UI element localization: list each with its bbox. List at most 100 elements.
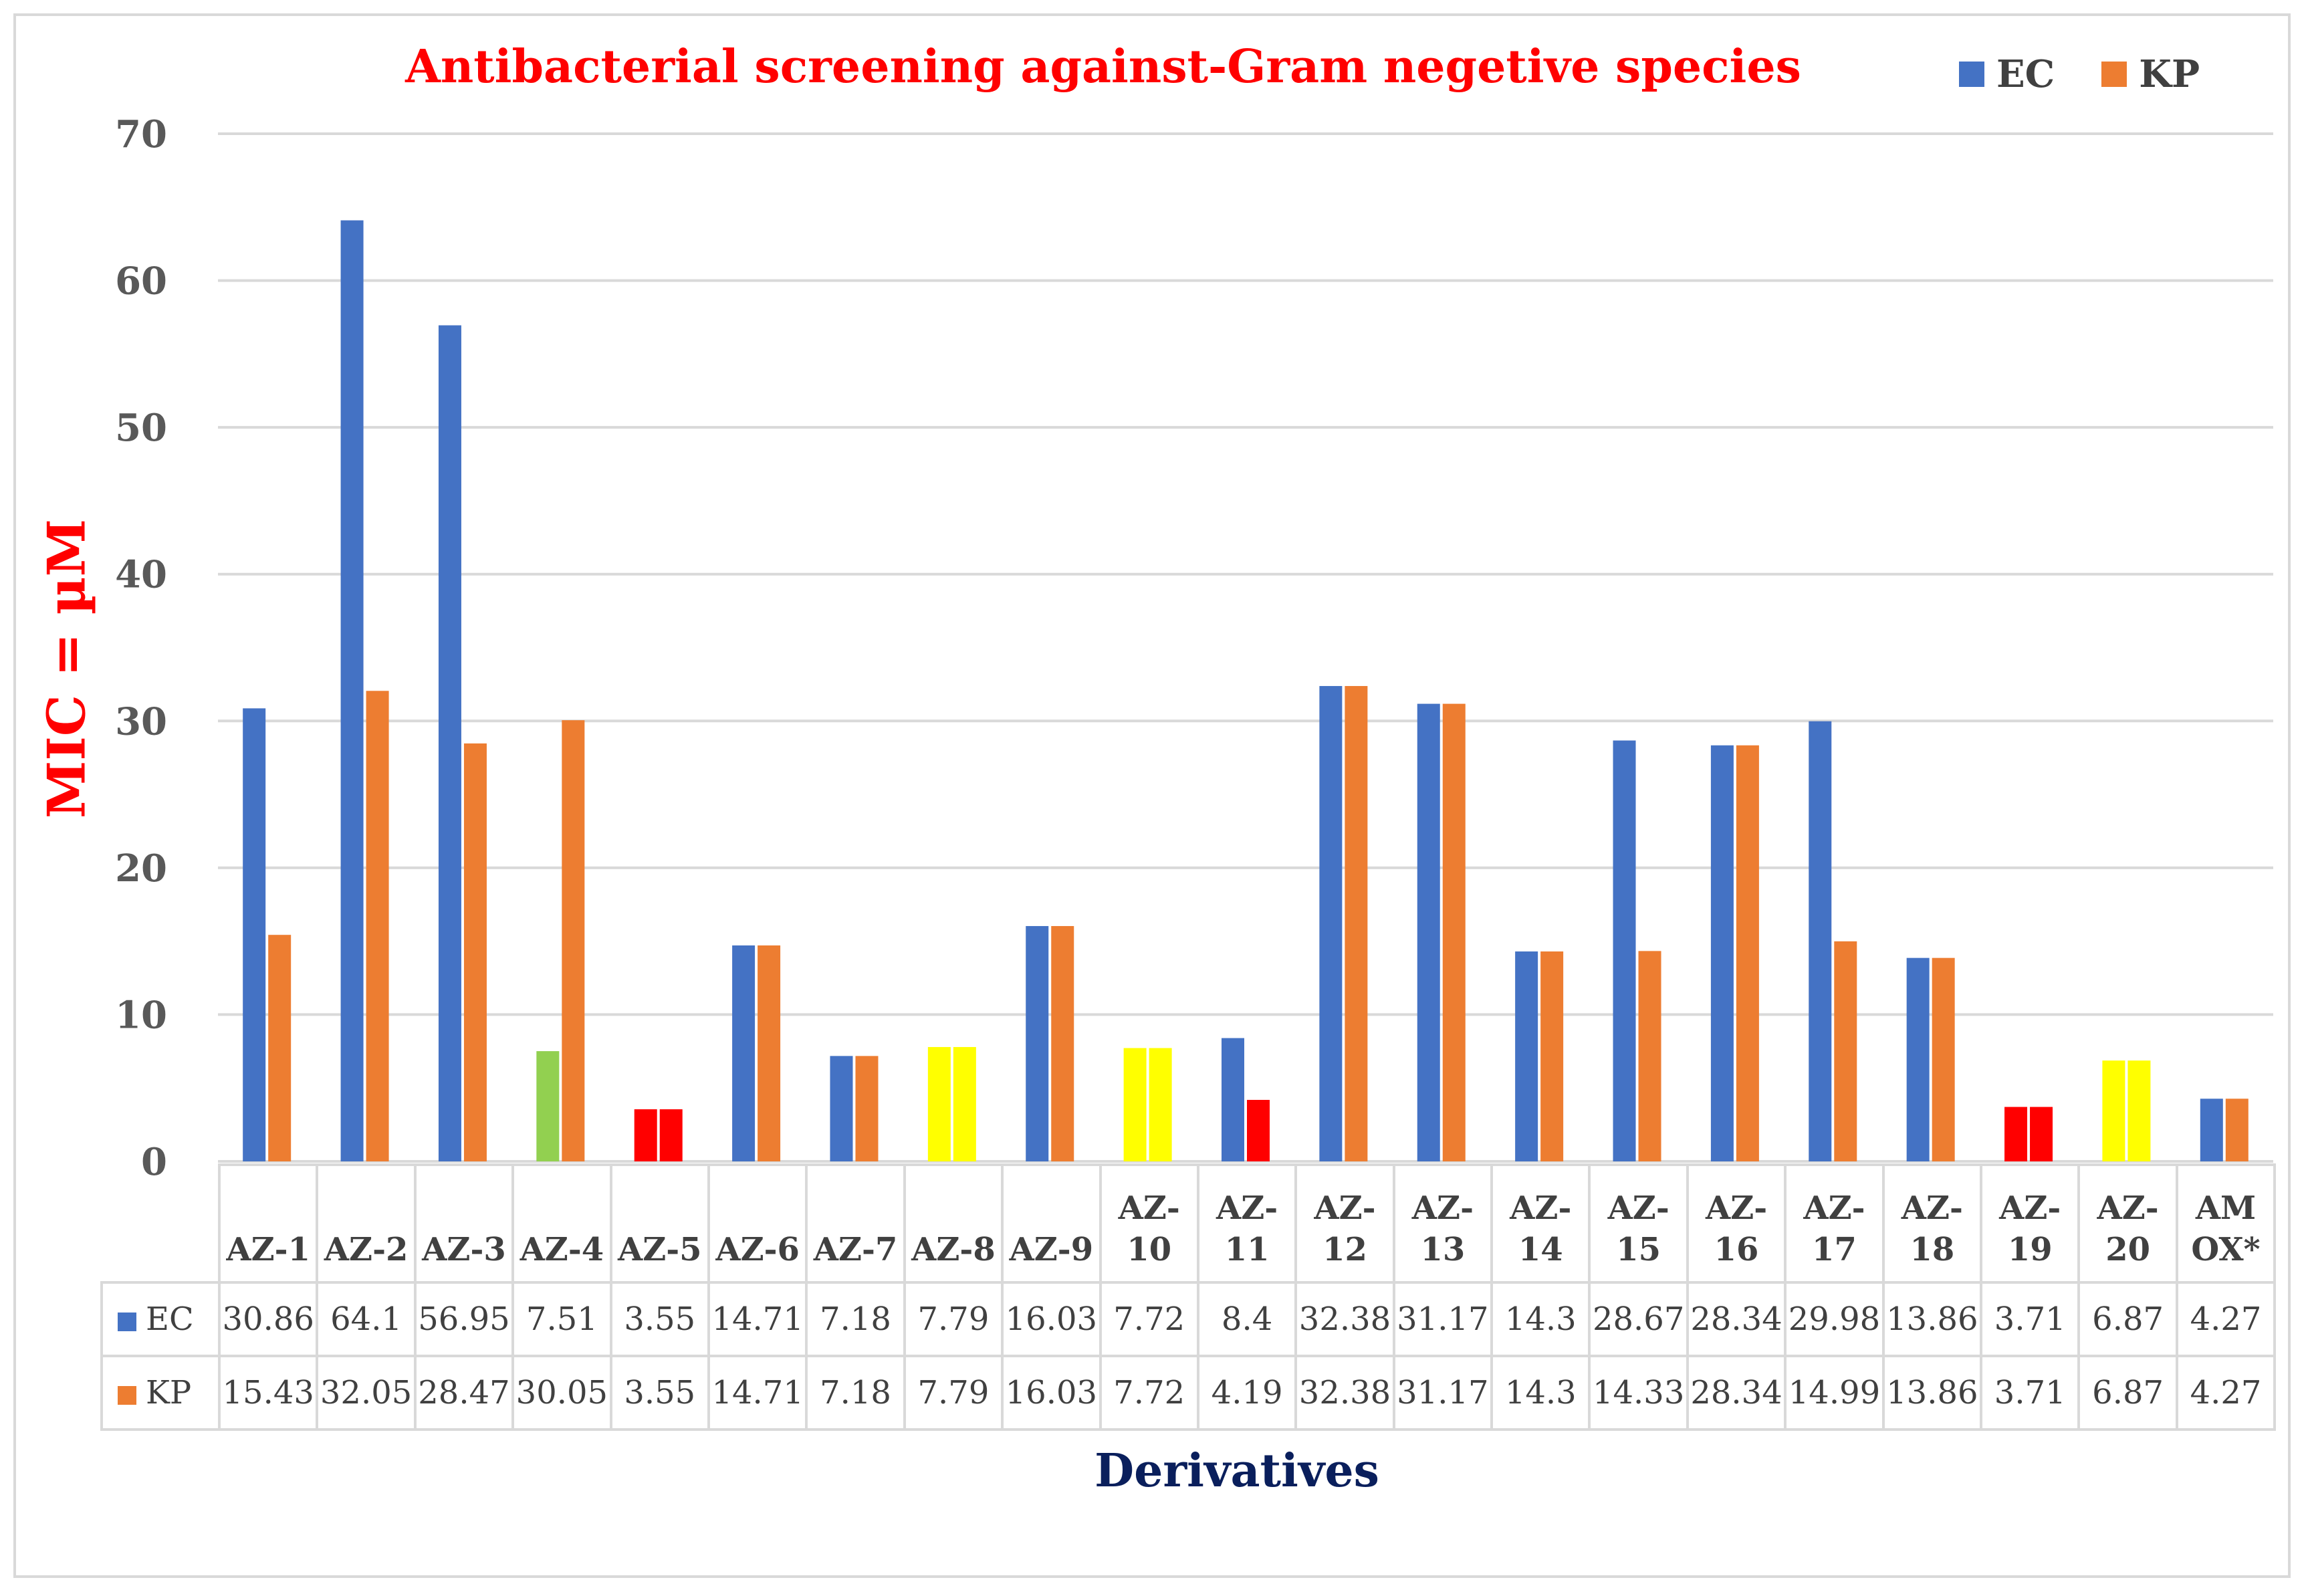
bar-ec-az20 [2102,1060,2125,1161]
data-label-kp: 14.33 [1588,1355,1689,1431]
category-label-line: AZ- [2097,1189,2159,1227]
data-label-ec: 3.55 [609,1281,710,1357]
category-label-line: 12 [1322,1231,1367,1268]
data-table-category-cell: AZ-2 [316,1163,417,1284]
data-label-ec: 64.1 [316,1281,417,1357]
data-table-category-cell: AZ-4 [511,1163,612,1284]
bar-ec-az13 [1417,703,1440,1161]
data-label-ec: 14.71 [707,1281,808,1357]
category-label-line: AM [2195,1189,2257,1227]
data-table-category-cell: AZ-3 [413,1163,515,1284]
data-table-swatch-ec [118,1312,136,1331]
category-label-line: 19 [2007,1231,2053,1268]
data-table-category-cell: AZ- 12 [1294,1163,1395,1284]
data-label-kp: 7.18 [805,1355,906,1431]
category-label-line: AZ- [1607,1189,1669,1227]
data-table-category-cell: AZ- 14 [1490,1163,1591,1284]
data-table-corner [102,1165,219,1282]
data-table-category-cell: AZ- 10 [1099,1163,1199,1284]
data-label-ec: 13.86 [1881,1281,1983,1357]
data-label-kp: 14.71 [707,1355,808,1431]
data-table-category-cell: AZ- 13 [1392,1163,1494,1284]
category-label-line: 20 [2105,1231,2151,1268]
y-tick-label: 40 [115,553,167,597]
category-label-line: AZ-5 [617,1231,702,1268]
data-table-category-cell: AM OX* [2175,1163,2277,1284]
data-label-kp: 4.19 [1196,1355,1298,1431]
data-label-ec: 6.87 [2077,1281,2178,1357]
bar-kp-az14 [1540,951,1564,1161]
bar-ec-amox [2200,1099,2223,1161]
data-label-kp: 14.3 [1490,1355,1591,1431]
data-table-category-cell: AZ- 19 [1980,1163,2081,1284]
y-tick-label: 0 [141,1140,167,1177]
data-table-swatch-kp [118,1385,136,1405]
bar-kp-az20 [2127,1060,2151,1161]
data-label-ec: 7.72 [1099,1281,1199,1357]
bar-kp-az17 [1834,941,1857,1161]
bar-ec-az14 [1515,951,1538,1161]
data-label-kp: 32.38 [1294,1355,1395,1431]
data-label-ec: 4.27 [2175,1281,2277,1357]
category-label-line: 14 [1518,1231,1563,1268]
data-label-ec: 7.51 [511,1281,612,1357]
bar-ec-az19 [2004,1107,2028,1161]
category-label-line: 17 [1812,1231,1857,1268]
bar-kp-az6 [758,945,781,1161]
data-table-category-cell: AZ-9 [1001,1163,1102,1284]
data-label-kp: 28.34 [1686,1355,1787,1431]
bar-ec-az8 [927,1046,951,1161]
bar-ec-az12 [1319,686,1343,1161]
bar-kp-az5 [659,1109,683,1161]
legend-swatch-kp [2101,62,2127,87]
y-tick-label: 10 [115,993,167,1037]
y-tick-label: 50 [115,406,167,450]
data-table-row-head-kp: KP [100,1355,221,1431]
data-table-category-cell: AZ- 11 [1196,1163,1298,1284]
data-label-kp: 14.99 [1784,1355,1885,1431]
data-table-series-name-ec: EC [146,1300,194,1338]
data-label-ec: 16.03 [1001,1281,1102,1357]
bar-kp-az15 [1638,951,1661,1161]
y-tick-label: 30 [115,699,167,744]
legend-swatch-ec [1959,62,1984,87]
category-label-line: 11 [1224,1231,1270,1268]
bar-kp-az11 [1247,1099,1270,1161]
bar-ec-az10 [1123,1048,1147,1161]
data-table: AZ-1 AZ-2 AZ-3 AZ-4 AZ-5 AZ-6 AZ-7 AZ-8 AZ-9 AZ- 1… [100,1163,2277,1431]
data-label-ec: 7.18 [805,1281,906,1357]
bar-kp-az3 [463,743,487,1161]
bar-kp-az8 [953,1046,976,1161]
data-label-kp: 30.05 [511,1355,612,1431]
data-label-kp: 13.86 [1881,1355,1983,1431]
data-label-kp: 28.47 [413,1355,515,1431]
bar-ec-az7 [830,1056,853,1161]
y-tick-label: 60 [115,259,167,304]
bar-kp-az4 [562,720,585,1161]
bar-kp-az13 [1442,703,1466,1161]
category-label-line: 10 [1127,1231,1172,1268]
data-table-category-cell: AZ- 20 [2077,1163,2178,1284]
bar-ec-az16 [1710,745,1734,1161]
bar-ec-az18 [1906,957,1930,1161]
data-table-category-cell: AZ-1 [217,1163,319,1284]
category-label-line: AZ- [1510,1189,1572,1227]
data-label-kp: 3.71 [1980,1355,2081,1431]
data-table-category-cell: AZ- 15 [1588,1163,1689,1284]
bar-kp-az19 [2030,1107,2053,1161]
data-label-kp: 7.79 [903,1355,1004,1431]
bar-ec-az3 [438,325,461,1161]
category-label-line: 16 [1714,1231,1759,1268]
legend-label-ec: EC [1996,52,2055,96]
category-label-line: OX* [2191,1231,2261,1268]
bar-ec-az6 [732,945,756,1161]
category-label-line: AZ-4 [520,1231,604,1268]
category-label-line: AZ-8 [911,1231,996,1268]
data-label-ec: 28.34 [1686,1281,1787,1357]
category-label-line: AZ- [1999,1189,2061,1227]
bar-kp-az1 [268,935,292,1161]
data-label-ec: 32.38 [1294,1281,1395,1357]
data-label-ec: 29.98 [1784,1281,1885,1357]
data-table-category-cell: AZ-6 [707,1163,808,1284]
